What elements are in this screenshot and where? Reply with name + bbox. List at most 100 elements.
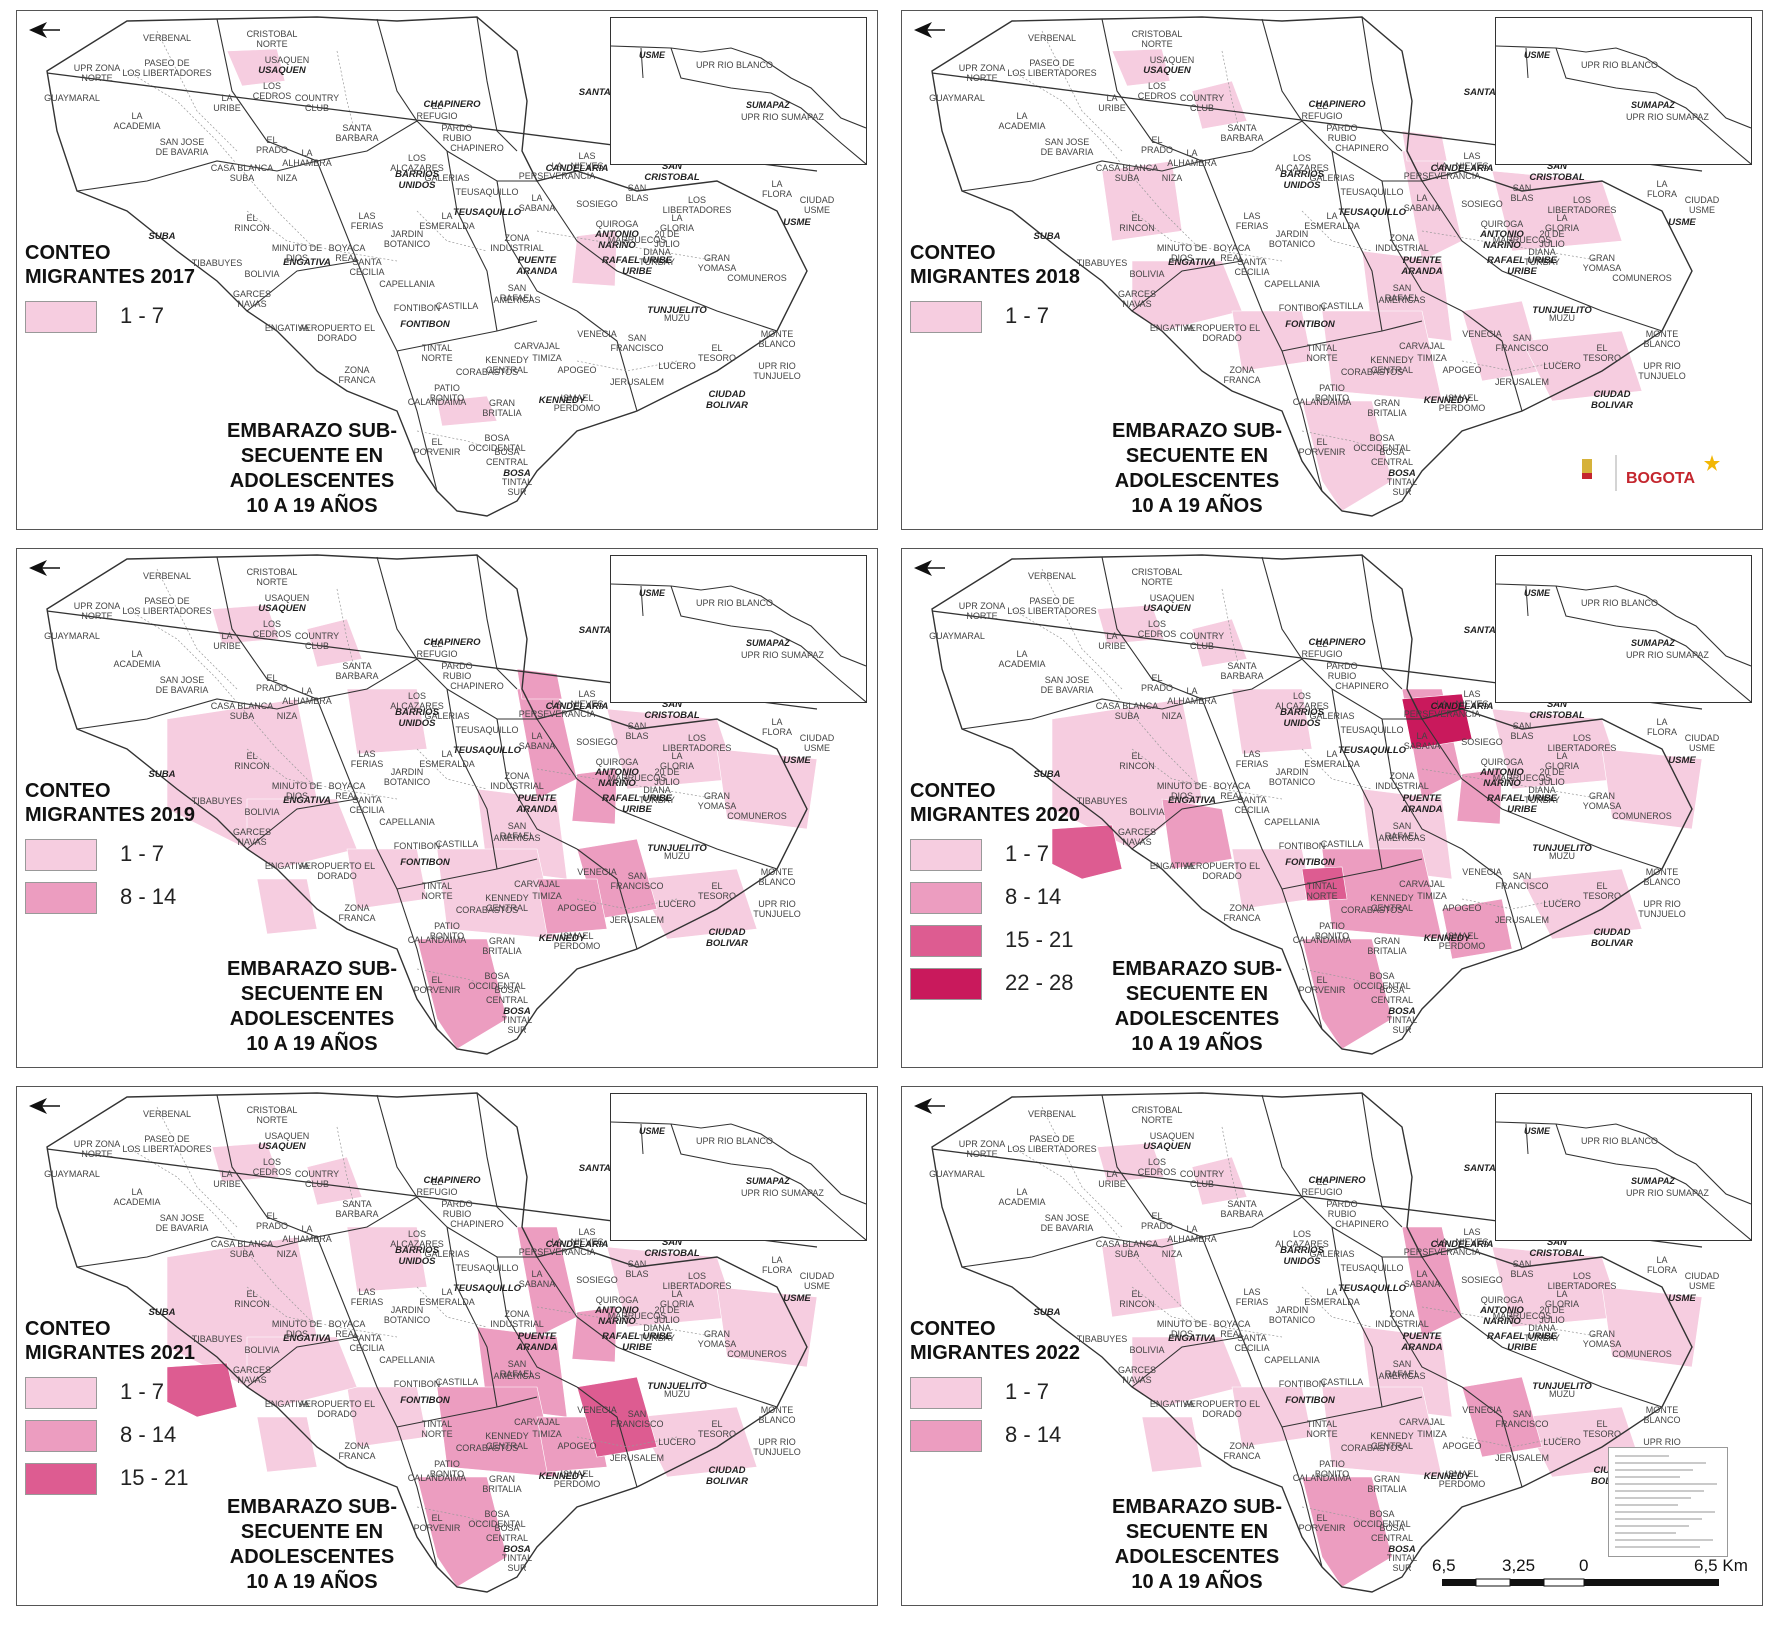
upz-label: CALANDAIMA [408, 397, 467, 407]
upz-label: DORADO [317, 333, 357, 343]
upz-label: LAS [1463, 151, 1480, 161]
upz-label: GLORIA [660, 1299, 694, 1309]
upz-label: ALHAMBRA [1167, 696, 1217, 706]
upz-label: BLANCO [1643, 877, 1680, 887]
svg-text:SUMAPAZ: SUMAPAZ [746, 638, 790, 648]
upz-label: COUNTRY [295, 93, 339, 103]
upz-label: NIEVES [570, 699, 603, 709]
upz-label: CLUB [1190, 641, 1214, 651]
upz-label: SANTA [1227, 123, 1256, 133]
upz-label: PASEO DE [1029, 596, 1074, 606]
upz-label: NORTE [421, 353, 452, 363]
locality-label: TEUSAQUILLO [1338, 207, 1407, 218]
upz-label: ZONA [504, 771, 529, 781]
upz-label: UPR ZONA [74, 63, 121, 73]
locality-label: CHAPINERO [1308, 99, 1366, 110]
upz-label: CHAPINERO [1335, 681, 1389, 691]
upz-label: SOSIEGO [576, 199, 618, 209]
upz-label: LA [1016, 1187, 1027, 1197]
choropleth-area [716, 748, 818, 830]
upz-label: LA [1326, 211, 1337, 221]
locality-label: UNIDOS [1284, 1256, 1322, 1267]
upz-label: PRADO [1141, 1221, 1173, 1231]
upz-label: SOSIEGO [1461, 737, 1503, 747]
upz-label: BRITALIA [482, 408, 521, 418]
upz-label: FONTIBON [1279, 1379, 1326, 1389]
locality-label: BARRIOS [395, 169, 439, 180]
upz-label: SANTA [342, 661, 371, 671]
upz-label: FRANCA [1223, 913, 1260, 923]
upz-label: PERDOMO [1439, 403, 1486, 413]
choropleth-area [516, 668, 563, 700]
upz-label: FRANCA [1223, 375, 1260, 385]
upz-label: COUNTRY [1180, 1169, 1224, 1179]
upz-label: USME [1689, 743, 1715, 753]
locality-label: NARIÑO [598, 1316, 636, 1327]
subject-caption-line: 10 A 19 AÑOS [246, 495, 378, 517]
upz-label: CALANDAIMA [1293, 1473, 1352, 1483]
locality-label: ENGATIVA [283, 257, 331, 268]
upz-label: LA [301, 686, 312, 696]
upz-label: GARCES [1118, 1365, 1156, 1375]
choropleth-area [571, 230, 618, 287]
upz-label: ISMAEL [1445, 1469, 1478, 1479]
upz-label: BOSA [484, 433, 509, 443]
map-canvas: CRISTOBALNORTEUSAQUENLOSCEDROSLAURIBECOU… [929, 16, 1720, 517]
upz-label: VERBENAL [1028, 1109, 1076, 1119]
upz-label: ALHAMBRA [1167, 1234, 1217, 1244]
upz-label: PRADO [1141, 145, 1173, 155]
upz-label: TURBAY [1524, 795, 1560, 805]
upz-label: EL [711, 343, 722, 353]
upz-label: BONITO [430, 1469, 464, 1479]
locality-label: SAN [662, 1237, 683, 1248]
upz-label: JERUSALEM [610, 1453, 664, 1463]
upz-label: GRAN [489, 398, 515, 408]
svg-text:USME: USME [1524, 50, 1551, 60]
locality-label: CHAPINERO [423, 637, 481, 648]
upz-label: COMUNEROS [1612, 273, 1672, 283]
map-canvas: CRISTOBALNORTEUSAQUENLOSCEDROSLAURIBECOU… [44, 1092, 835, 1593]
upz-label: EL [431, 975, 442, 985]
upz-label: EL [431, 639, 442, 649]
upz-label: COUNTRY [1180, 631, 1224, 641]
upz-label: BOSA [1379, 1523, 1404, 1533]
svg-text:SUMAPAZ: SUMAPAZ [1631, 100, 1675, 110]
upz-label: NORTE [1306, 353, 1337, 363]
upz-label: SUBA [1115, 711, 1140, 721]
upz-label: SAN JOSE [160, 1213, 205, 1223]
upz-label: JULIO [1539, 239, 1565, 249]
upz-label: LA [441, 211, 452, 221]
legend-range-label: 8 - 14 [1005, 884, 1062, 909]
locality-label: BOLIVAR [706, 400, 748, 411]
locality-label: URIBE [1507, 266, 1537, 277]
upz-label: NORTE [421, 891, 452, 901]
upz-label: BOSA [494, 447, 519, 457]
upz-label: SANTA [1227, 661, 1256, 671]
upz-label: SAN JOSE [1045, 675, 1090, 685]
svg-text:BOGOTA: BOGOTA [1626, 470, 1695, 487]
upz-label: FLORA [1647, 189, 1677, 199]
upz-label: CHAPINERO [450, 681, 504, 691]
choropleth-area [1231, 1386, 1313, 1448]
upz-label: 20 DE [654, 1305, 679, 1315]
locality-label: SAN [1547, 699, 1568, 710]
locality-label: BOSA [503, 1544, 531, 1555]
upz-label: LA [131, 1187, 142, 1197]
upz-label: LA [441, 749, 452, 759]
upz-label: PERSEVERANCIA [1404, 171, 1481, 181]
locality-label: CRISTOBAL [1529, 710, 1584, 721]
upz-label: LOS LIBERTADORES [122, 1144, 211, 1154]
bogota-logo: BOGOTA [1580, 451, 1730, 501]
upz-label: LAS [1243, 749, 1260, 759]
locality-label: USAQUEN [1143, 603, 1192, 614]
upz-label: REFUGIO [1301, 1187, 1342, 1197]
upz-label: ESMERALDA [419, 759, 475, 769]
upz-label: FERIAS [1236, 221, 1269, 231]
subject-caption-line: SECUENTE EN [1125, 445, 1269, 467]
locality-label: FONTIBON [400, 857, 451, 868]
upz-label: LAS [358, 749, 375, 759]
upz-label: LAS [358, 211, 375, 221]
upz-label: MUZU [1549, 851, 1575, 861]
upz-label: CRISTOBAL [1132, 29, 1183, 39]
upz-label: CIUDAD [1685, 1271, 1720, 1281]
